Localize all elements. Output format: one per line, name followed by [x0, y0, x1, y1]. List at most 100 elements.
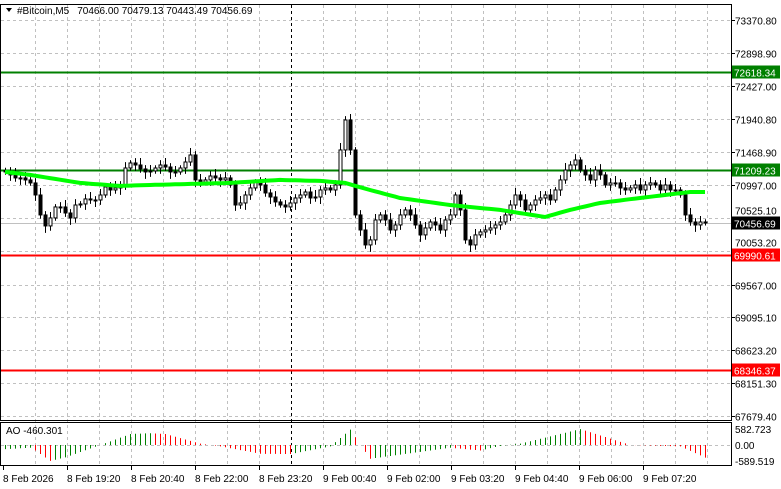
candle-bearish	[583, 169, 588, 176]
candle-bullish	[373, 219, 378, 241]
candle-bearish	[388, 219, 393, 231]
candle-bullish	[78, 203, 83, 206]
candle-bearish	[193, 154, 198, 181]
ao-label: AO -460.301	[6, 426, 63, 437]
price-tick-label: 69567.00	[735, 282, 777, 293]
candle-bearish	[23, 177, 28, 181]
candle-bearish	[518, 194, 523, 201]
axes: 73370.80 72898.90 72427.00 71940.80 71468.90…	[0, 4, 780, 485]
candle-bullish	[123, 167, 128, 186]
candle-bullish	[303, 191, 308, 196]
candle-bullish	[498, 221, 503, 226]
candle-bullish	[318, 189, 323, 198]
candle-bearish	[638, 184, 643, 191]
candle-bullish	[248, 187, 253, 196]
candle-bullish	[663, 184, 668, 191]
candle-bearish	[383, 214, 388, 221]
support-level-badge	[732, 363, 780, 377]
price-tick-label: 70053.20	[735, 239, 777, 250]
candle-bearish	[213, 175, 218, 179]
candle-bullish	[343, 119, 348, 151]
ao-histogram	[1, 429, 731, 461]
candle-bearish	[358, 214, 363, 231]
candle-bullish	[288, 202, 293, 208]
time-tick-label: 8 Feb 19:20	[67, 474, 121, 485]
ao-pane-border	[0, 422, 732, 466]
candle-bearish	[578, 159, 583, 171]
candle-bullish	[493, 224, 498, 229]
ao-tick-label: 0.00	[735, 441, 755, 452]
candle-bullish	[448, 214, 453, 221]
candle-bullish	[503, 214, 508, 223]
candle-bullish	[103, 186, 108, 196]
candle-bullish	[648, 182, 653, 186]
time-tick-label: 8 Feb 23:20	[259, 474, 313, 485]
candle-bullish	[298, 194, 303, 199]
candle-bullish	[643, 184, 648, 191]
candle-bearish	[408, 209, 413, 216]
candle-bearish	[38, 194, 43, 216]
candle-bullish	[553, 189, 558, 201]
candle-bearish	[278, 201, 283, 206]
candle-bullish	[568, 164, 573, 171]
candle-bullish	[153, 167, 158, 172]
candle-bearish	[433, 221, 438, 226]
candle-bullish	[238, 202, 243, 206]
support-level-label: 69990.61	[734, 252, 776, 263]
candle-bearish	[458, 194, 463, 211]
candle-bearish	[328, 187, 333, 191]
candle-bearish	[548, 194, 553, 201]
candle-bullish	[83, 198, 88, 205]
ao-tick-label: 582.723	[735, 425, 772, 436]
price-tick-label: 70997.00	[735, 182, 777, 193]
resistance-level-badge	[732, 163, 780, 177]
candle-bearish	[68, 212, 73, 219]
resistance-level-badge	[732, 65, 780, 79]
candle-bearish	[353, 149, 358, 216]
candle-bullish	[368, 239, 373, 246]
candle-bullish	[528, 204, 533, 211]
candle-bearish	[693, 221, 698, 226]
candle-bullish	[488, 227, 493, 231]
candle-bullish	[698, 221, 703, 226]
candle-bearish	[63, 206, 68, 214]
candle-bearish	[28, 179, 33, 184]
support-level-label: 68346.37	[734, 367, 776, 378]
candle-bearish	[268, 192, 273, 198]
candle-bullish	[243, 194, 248, 204]
price-tick-label: 69095.10	[735, 314, 777, 325]
candle-bearish	[598, 169, 603, 176]
price-tick-label: 73370.80	[735, 17, 777, 28]
time-tick-label: 9 Feb 07:20	[643, 474, 697, 485]
candle-bearish	[668, 184, 673, 191]
candle-bullish	[18, 177, 23, 180]
candle-bullish	[633, 184, 638, 189]
time-tick-label: 8 Feb 22:00	[195, 474, 249, 485]
candle-bearish	[658, 184, 663, 191]
time-tick-label: 9 Feb 04:40	[515, 474, 569, 485]
candle-bullish	[473, 234, 478, 246]
candle-bullish	[608, 182, 613, 186]
candle-bullish	[208, 175, 213, 181]
candle-bullish	[338, 149, 343, 186]
time-tick-label: 9 Feb 06:00	[579, 474, 633, 485]
moving-average-line	[4, 169, 705, 220]
price-tick-label: 72427.00	[735, 83, 777, 94]
candle-bullish	[428, 221, 433, 229]
main-pane-border	[0, 4, 732, 421]
candle-bullish	[48, 217, 53, 227]
triangle-down-icon[interactable]	[6, 8, 12, 12]
candle-bullish	[93, 199, 98, 202]
candle-bearish	[413, 214, 418, 226]
candle-bearish	[108, 186, 113, 191]
candle-bullish	[378, 214, 383, 221]
candle-bearish	[418, 224, 423, 236]
header-text: #Bitcoin,M5 70466.00 70479.13 70443.49 70…	[17, 6, 253, 17]
candle-bearish	[683, 194, 688, 216]
candle-bearish	[703, 221, 708, 224]
time-tick-label: 8 Feb 2026	[3, 474, 54, 485]
candle-bullish	[573, 159, 578, 166]
candle-bearish	[273, 196, 278, 203]
